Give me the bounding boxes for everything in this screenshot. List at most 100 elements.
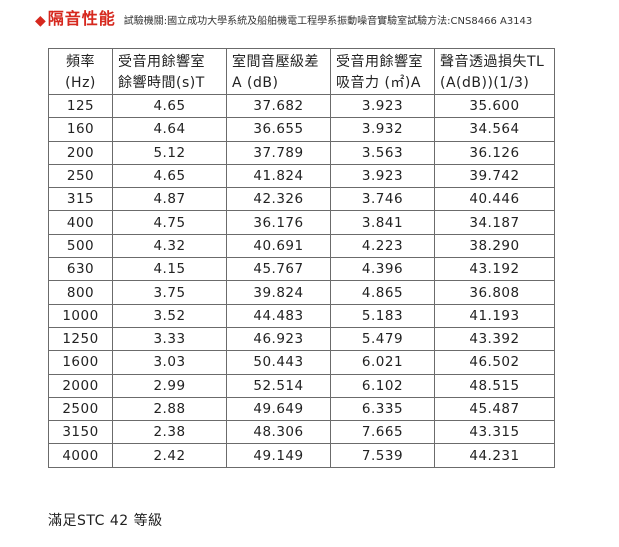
cell-absorption: 5.479	[330, 326, 435, 352]
cell-transmission-loss: 36.808	[434, 280, 555, 305]
cell-absorption: 3.841	[330, 210, 435, 235]
cell-reverberation-time: 4.64	[112, 117, 227, 142]
test-method: 試驗方法:CNS8466 A3143	[407, 16, 533, 27]
cell-absorption: 6.021	[330, 350, 435, 375]
header-frequency: 頻率 (Hz)	[48, 48, 113, 95]
cell-level-difference: 36.176	[226, 210, 331, 235]
cell-absorption: 7.539	[330, 443, 435, 468]
cell-transmission-loss: 39.742	[434, 163, 555, 189]
cell-absorption: 7.665	[330, 420, 435, 445]
cell-transmission-loss: 34.187	[434, 210, 555, 235]
cell-transmission-loss: 35.600	[434, 93, 555, 119]
cell-level-difference: 45.767	[226, 257, 331, 282]
cell-frequency: 1000	[48, 303, 113, 328]
cell-reverberation-time: 4.32	[112, 233, 227, 259]
cell-level-difference: 37.682	[226, 93, 331, 119]
sound-insulation-table: 頻率 (Hz) 受音用餘響室 餘響時間(s)T 室間音壓級差 A (dB) 受音…	[48, 48, 555, 468]
cell-level-difference: 48.306	[226, 420, 331, 445]
table-row: 500 4.32 40.691 4.223 38.290	[48, 233, 555, 259]
table-row: 400 4.75 36.176 3.841 34.187	[48, 210, 555, 235]
cell-absorption: 4.396	[330, 257, 435, 282]
cell-absorption: 4.223	[330, 233, 435, 259]
cell-absorption: 6.102	[330, 373, 435, 398]
header-level-difference-unit: A (dB)	[232, 75, 279, 91]
table-row: 160 4.64 36.655 3.932 34.564	[48, 117, 555, 142]
table-row: 630 4.15 45.767 4.396 43.192	[48, 257, 555, 282]
header-frequency-label: 頻率	[66, 54, 95, 70]
cell-transmission-loss: 43.192	[434, 257, 555, 282]
table-row: 4000 2.42 49.149 7.539 44.231	[48, 443, 555, 468]
header-absorption-unit: 吸音力 (㎡)A	[336, 75, 421, 91]
table-row: 2000 2.99 52.514 6.102 48.515	[48, 373, 555, 398]
cell-frequency: 160	[48, 117, 113, 142]
cell-level-difference: 49.649	[226, 396, 331, 422]
header-level-difference: 室間音壓級差 A (dB)	[226, 48, 331, 95]
cell-reverberation-time: 2.38	[112, 420, 227, 445]
cell-frequency: 200	[48, 140, 113, 165]
header-transmission-loss-label: 聲音透過損失TL	[440, 54, 545, 70]
cell-level-difference: 44.483	[226, 303, 331, 328]
cell-transmission-loss: 45.487	[434, 396, 555, 422]
cell-transmission-loss: 43.315	[434, 420, 555, 445]
cell-transmission-loss: 40.446	[434, 187, 555, 212]
table-row: 1600 3.03 50.443 6.021 46.502	[48, 350, 555, 375]
cell-reverberation-time: 4.87	[112, 187, 227, 212]
header-absorption: 受音用餘響室 吸音力 (㎡)A	[330, 48, 435, 95]
table-row: 125 4.65 37.682 3.923 35.600	[48, 93, 555, 119]
stc-rating-note: 滿足STC 42 等級	[48, 513, 163, 529]
cell-reverberation-time: 3.52	[112, 303, 227, 328]
report-header: ◆ 隔音性能 試驗機關:國立成功大學系統及船舶機電工程學系振動噪音實驗室 試驗方…	[35, 9, 532, 29]
cell-reverberation-time: 3.75	[112, 280, 227, 305]
cell-level-difference: 50.443	[226, 350, 331, 375]
cell-absorption: 3.932	[330, 117, 435, 142]
cell-transmission-loss: 48.515	[434, 373, 555, 398]
cell-reverberation-time: 5.12	[112, 140, 227, 165]
table-row: 1250 3.33 46.923 5.479 43.392	[48, 326, 555, 352]
cell-absorption: 3.923	[330, 93, 435, 119]
cell-frequency: 800	[48, 280, 113, 305]
header-reverberation-unit: 餘響時間(s)T	[118, 75, 205, 91]
cell-reverberation-time: 4.15	[112, 257, 227, 282]
cell-frequency: 125	[48, 93, 113, 119]
cell-frequency: 4000	[48, 443, 113, 468]
header-transmission-loss: 聲音透過損失TL (A(dB))(1/3)	[434, 48, 555, 95]
header-frequency-unit: (Hz)	[65, 75, 96, 91]
table-row: 800 3.75 39.824 4.865 36.808	[48, 280, 555, 305]
cell-absorption: 3.746	[330, 187, 435, 212]
table-row: 1000 3.52 44.483 5.183 41.193	[48, 303, 555, 328]
header-reverberation-time: 受音用餘響室 餘響時間(s)T	[112, 48, 227, 95]
cell-frequency: 3150	[48, 420, 113, 445]
cell-transmission-loss: 34.564	[434, 117, 555, 142]
cell-level-difference: 42.326	[226, 187, 331, 212]
cell-transmission-loss: 41.193	[434, 303, 555, 328]
cell-frequency: 500	[48, 233, 113, 259]
cell-level-difference: 49.149	[226, 443, 331, 468]
header-level-difference-label: 室間音壓級差	[232, 54, 319, 70]
cell-level-difference: 52.514	[226, 373, 331, 398]
cell-absorption: 4.865	[330, 280, 435, 305]
cell-transmission-loss: 46.502	[434, 350, 555, 375]
cell-absorption: 3.563	[330, 140, 435, 165]
table-row: 250 4.65 41.824 3.923 39.742	[48, 163, 555, 189]
cell-level-difference: 39.824	[226, 280, 331, 305]
cell-reverberation-time: 3.03	[112, 350, 227, 375]
cell-reverberation-time: 2.99	[112, 373, 227, 398]
cell-absorption: 5.183	[330, 303, 435, 328]
test-institution: 試驗機關:國立成功大學系統及船舶機電工程學系振動噪音實驗室	[123, 16, 408, 27]
header-transmission-loss-unit: (A(dB))(1/3)	[440, 75, 530, 91]
cell-reverberation-time: 2.42	[112, 443, 227, 468]
cell-reverberation-time: 4.65	[112, 93, 227, 119]
header-reverberation-label: 受音用餘響室	[118, 54, 205, 70]
cell-transmission-loss: 44.231	[434, 443, 555, 468]
table-row: 2500 2.88 49.649 6.335 45.487	[48, 396, 555, 422]
cell-level-difference: 40.691	[226, 233, 331, 259]
cell-frequency: 2000	[48, 373, 113, 398]
cell-reverberation-time: 3.33	[112, 326, 227, 352]
cell-frequency: 315	[48, 187, 113, 212]
cell-level-difference: 41.824	[226, 163, 331, 189]
cell-frequency: 1250	[48, 326, 113, 352]
section-title: 隔音性能	[47, 9, 116, 28]
table-header-row: 頻率 (Hz) 受音用餘響室 餘響時間(s)T 室間音壓級差 A (dB) 受音…	[48, 48, 555, 95]
header-absorption-label: 受音用餘響室	[336, 54, 423, 70]
cell-transmission-loss: 36.126	[434, 140, 555, 165]
